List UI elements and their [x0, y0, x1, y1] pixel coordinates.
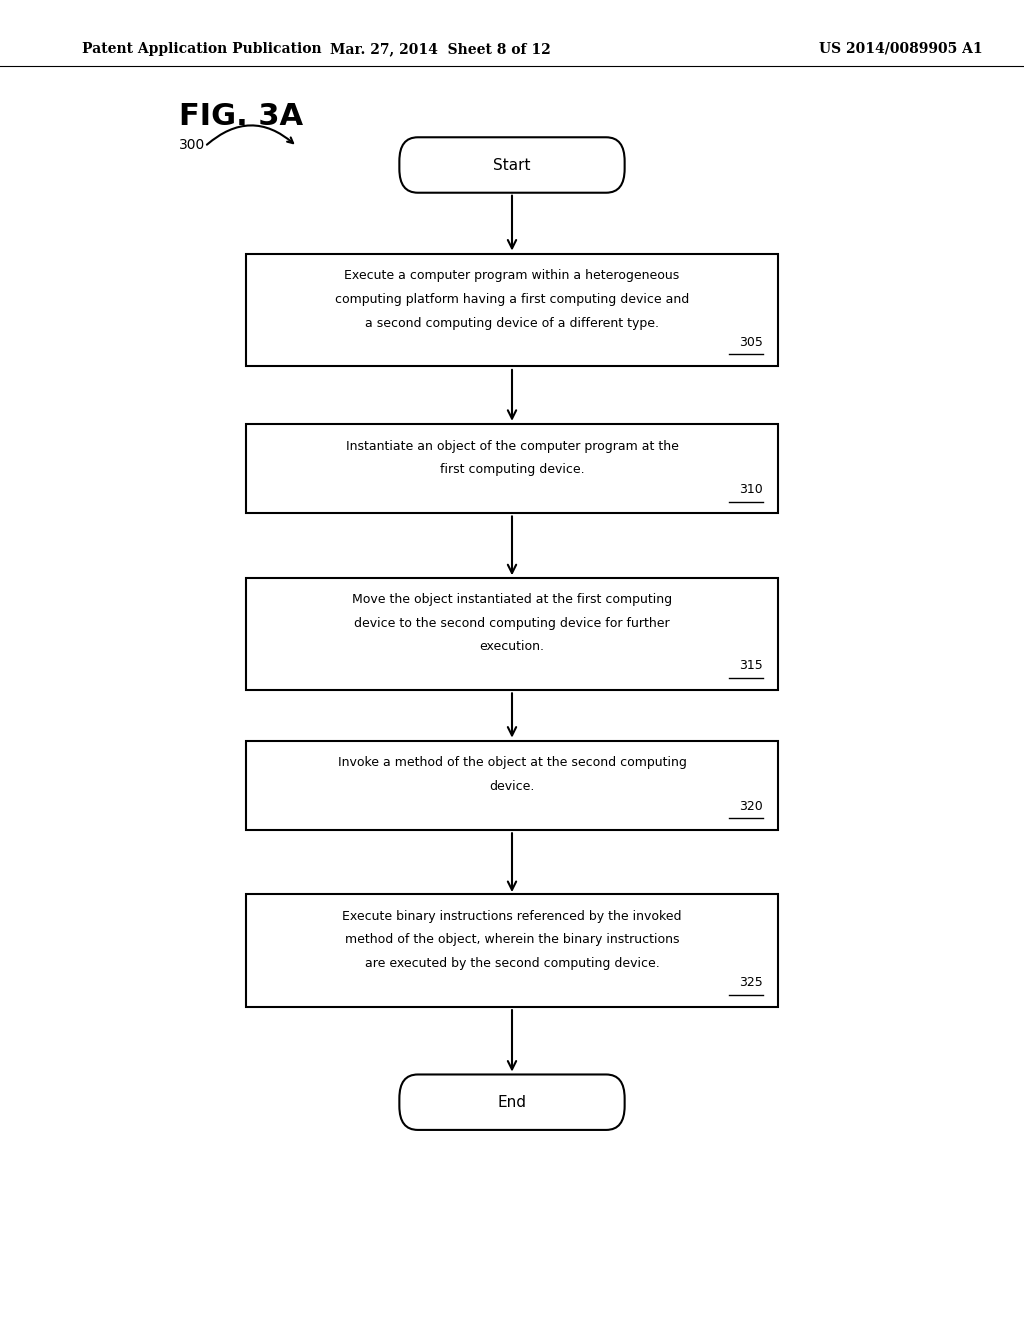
Text: first computing device.: first computing device. — [439, 463, 585, 477]
Text: Execute a computer program within a heterogeneous: Execute a computer program within a hete… — [344, 269, 680, 282]
FancyBboxPatch shape — [399, 137, 625, 193]
Bar — [246, 578, 778, 689]
Text: Patent Application Publication: Patent Application Publication — [82, 42, 322, 55]
Text: End: End — [498, 1094, 526, 1110]
Text: device.: device. — [489, 780, 535, 793]
Text: Mar. 27, 2014  Sheet 8 of 12: Mar. 27, 2014 Sheet 8 of 12 — [330, 42, 551, 55]
Text: Invoke a method of the object at the second computing: Invoke a method of the object at the sec… — [338, 756, 686, 770]
Text: Execute binary instructions referenced by the invoked: Execute binary instructions referenced b… — [342, 909, 682, 923]
Text: 300: 300 — [179, 139, 206, 152]
Text: are executed by the second computing device.: are executed by the second computing dev… — [365, 957, 659, 970]
Text: 325: 325 — [739, 977, 763, 989]
Text: execution.: execution. — [479, 640, 545, 653]
Text: method of the object, wherein the binary instructions: method of the object, wherein the binary… — [345, 933, 679, 946]
Text: FIG. 3A: FIG. 3A — [179, 102, 303, 131]
Text: 310: 310 — [739, 483, 763, 496]
Bar — [246, 895, 778, 1006]
FancyBboxPatch shape — [399, 1074, 625, 1130]
Text: device to the second computing device for further: device to the second computing device fo… — [354, 616, 670, 630]
Text: US 2014/0089905 A1: US 2014/0089905 A1 — [819, 42, 983, 55]
Bar — [246, 253, 778, 366]
Text: 315: 315 — [739, 660, 763, 672]
Text: Instantiate an object of the computer program at the: Instantiate an object of the computer pr… — [345, 440, 679, 453]
Bar — [246, 424, 778, 513]
Text: 320: 320 — [739, 800, 763, 813]
Bar — [246, 741, 778, 830]
Text: Move the object instantiated at the first computing: Move the object instantiated at the firs… — [352, 593, 672, 606]
Text: a second computing device of a different type.: a second computing device of a different… — [365, 317, 659, 330]
Text: computing platform having a first computing device and: computing platform having a first comput… — [335, 293, 689, 306]
Text: 305: 305 — [739, 337, 763, 348]
Text: Start: Start — [494, 157, 530, 173]
